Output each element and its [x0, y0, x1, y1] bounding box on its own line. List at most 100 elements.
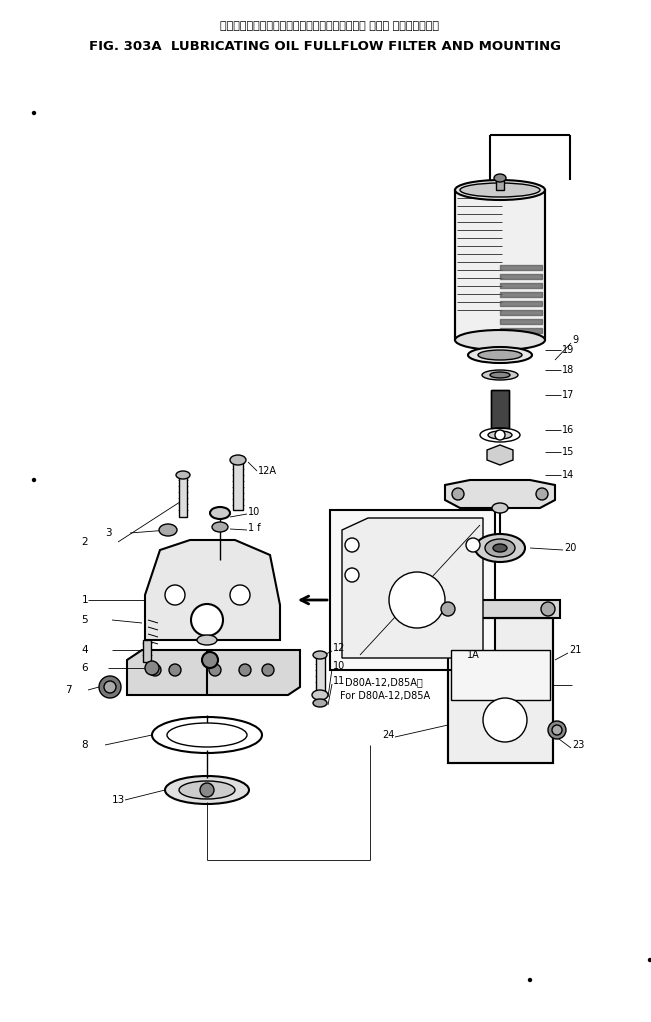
- Text: 1: 1: [81, 595, 88, 605]
- Circle shape: [648, 959, 651, 962]
- Text: 14: 14: [562, 470, 574, 480]
- Circle shape: [483, 698, 527, 742]
- Polygon shape: [487, 445, 513, 465]
- Bar: [448, 618, 553, 763]
- Bar: [491, 390, 509, 428]
- Circle shape: [262, 664, 274, 676]
- Text: 16: 16: [562, 425, 574, 435]
- Circle shape: [200, 783, 214, 797]
- Text: 11: 11: [333, 676, 345, 686]
- Circle shape: [169, 664, 181, 676]
- Ellipse shape: [152, 717, 262, 753]
- Ellipse shape: [165, 776, 249, 804]
- Text: 5: 5: [81, 615, 88, 625]
- Text: D80A-12,D85A用: D80A-12,D85A用: [345, 677, 422, 687]
- Text: 1 f: 1 f: [248, 523, 260, 533]
- Bar: [440, 600, 560, 618]
- Text: 12: 12: [333, 643, 346, 653]
- Polygon shape: [342, 518, 483, 658]
- Text: 21: 21: [569, 645, 581, 655]
- Text: 20: 20: [564, 543, 576, 553]
- Ellipse shape: [490, 372, 510, 378]
- Polygon shape: [127, 650, 300, 695]
- Bar: [455, 190, 545, 340]
- Ellipse shape: [230, 455, 246, 465]
- Text: 13: 13: [112, 795, 125, 805]
- Circle shape: [389, 572, 445, 628]
- Ellipse shape: [493, 544, 507, 552]
- Circle shape: [345, 538, 359, 552]
- Circle shape: [239, 664, 251, 676]
- Text: 4: 4: [81, 645, 88, 655]
- Circle shape: [529, 978, 531, 981]
- Bar: [455, 190, 545, 340]
- Text: 19: 19: [562, 345, 574, 355]
- Bar: [233, 460, 243, 510]
- Text: 10: 10: [248, 507, 260, 517]
- Ellipse shape: [210, 507, 230, 519]
- Bar: [330, 510, 495, 670]
- Ellipse shape: [485, 539, 515, 557]
- Circle shape: [165, 585, 185, 605]
- Ellipse shape: [478, 350, 522, 360]
- Circle shape: [541, 602, 555, 616]
- Ellipse shape: [197, 635, 217, 645]
- Text: FIG. 303A  LUBRICATING OIL FULLFLOW FILTER AND MOUNTING: FIG. 303A LUBRICATING OIL FULLFLOW FILTE…: [89, 40, 561, 52]
- Circle shape: [33, 111, 36, 114]
- Text: 17: 17: [562, 390, 574, 400]
- Text: 7: 7: [65, 685, 72, 695]
- Text: 3: 3: [105, 528, 111, 538]
- Circle shape: [202, 652, 218, 668]
- Circle shape: [345, 568, 359, 582]
- Circle shape: [209, 664, 221, 676]
- Bar: [316, 655, 325, 693]
- Circle shape: [552, 725, 562, 735]
- Polygon shape: [145, 540, 280, 640]
- Circle shape: [191, 604, 223, 636]
- Circle shape: [548, 721, 566, 739]
- Text: ルーブリケーティングオイルフルフローフィルタ および マウンティング: ルーブリケーティングオイルフルフローフィルタ および マウンティング: [221, 21, 439, 31]
- Ellipse shape: [159, 524, 177, 536]
- Ellipse shape: [492, 503, 508, 513]
- Bar: [179, 475, 187, 517]
- Circle shape: [452, 487, 464, 500]
- Text: 24: 24: [382, 730, 395, 740]
- Text: For D80A-12,D85A: For D80A-12,D85A: [340, 691, 430, 701]
- Bar: [496, 178, 504, 190]
- Bar: [448, 618, 553, 763]
- Circle shape: [145, 661, 159, 675]
- Circle shape: [33, 478, 36, 481]
- Text: 2: 2: [81, 537, 88, 547]
- Text: 18: 18: [562, 365, 574, 375]
- Ellipse shape: [494, 174, 506, 182]
- Ellipse shape: [455, 330, 545, 350]
- Ellipse shape: [460, 183, 540, 197]
- Ellipse shape: [488, 431, 512, 439]
- Circle shape: [495, 430, 505, 440]
- Ellipse shape: [212, 522, 228, 532]
- Ellipse shape: [482, 370, 518, 380]
- Circle shape: [466, 538, 480, 552]
- Ellipse shape: [179, 781, 235, 799]
- Bar: [451, 650, 550, 700]
- Circle shape: [104, 681, 116, 693]
- Text: 6: 6: [81, 663, 88, 673]
- Polygon shape: [445, 480, 555, 508]
- Ellipse shape: [176, 471, 190, 479]
- Ellipse shape: [468, 347, 532, 363]
- Ellipse shape: [455, 180, 545, 200]
- Bar: [143, 640, 151, 662]
- Ellipse shape: [167, 723, 247, 747]
- Text: 23: 23: [572, 740, 585, 750]
- Text: 15: 15: [562, 447, 574, 457]
- Text: 10: 10: [333, 661, 345, 671]
- Ellipse shape: [475, 535, 525, 562]
- Bar: [491, 390, 509, 428]
- Circle shape: [536, 487, 548, 500]
- Text: 1A: 1A: [467, 650, 480, 660]
- Text: 8: 8: [81, 740, 88, 750]
- Circle shape: [149, 664, 161, 676]
- Ellipse shape: [313, 651, 327, 659]
- Circle shape: [441, 602, 455, 616]
- Circle shape: [99, 676, 121, 698]
